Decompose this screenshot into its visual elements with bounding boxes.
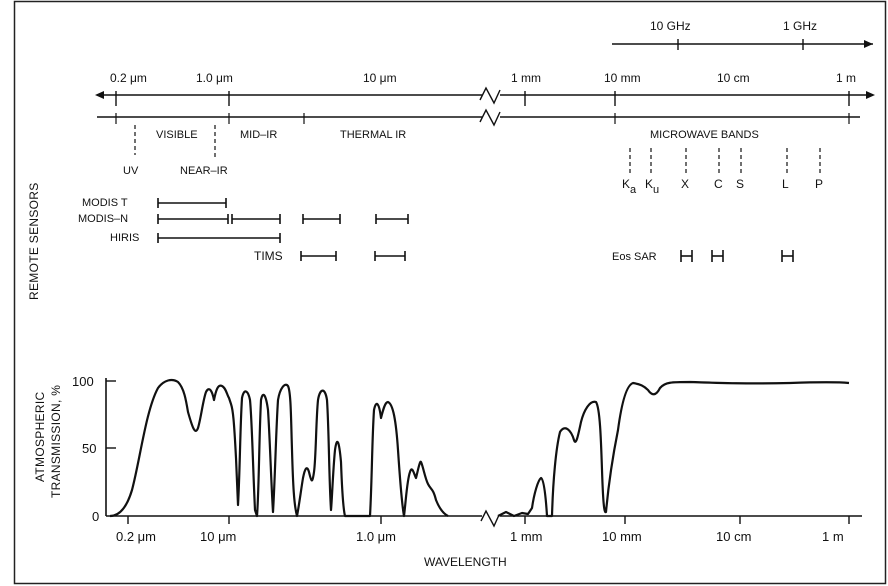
region-near-ir: NEAR–IR [180,165,228,177]
band-c: C [714,177,723,191]
spectral-regions: VISIBLE MID–IR THERMAL IR MICROWAVE BAND… [123,125,759,177]
ytick-50: 50 [82,441,96,456]
top-tick-label-1-0um: 1.0 μm [196,71,233,85]
top-tick-label-10mm: 10 mm [604,71,641,85]
top-tick-label-1m: 1 m [836,71,856,85]
freq-label-1ghz: 1 GHz [783,19,817,33]
band-s: S [736,177,744,191]
ytick-100: 100 [72,374,94,389]
xtick-1mm: 1 mm [510,529,543,544]
sensor-bands-modis-n [157,214,409,224]
region-mid-ir: MID–IR [240,129,277,141]
transmission-xlabel: WAVELENGTH [424,555,507,569]
sensor-label-eos-sar: Eos SAR [612,251,657,263]
band-x: X [681,177,689,191]
band-p: P [815,177,823,191]
xtick-10cm: 10 cm [716,529,751,544]
sensor-bands-hiris [157,233,281,243]
band-ka: Ka [622,177,637,196]
remote-sensors: REMOTE SENSORS MODIS T MODIS–N HIRIS [27,182,794,300]
xtick-1-0um: 1.0 μm [356,529,396,544]
top-tick-label-1mm: 1 mm [511,71,541,85]
region-thermal-ir: THERMAL IR [340,129,406,141]
remote-sensors-title: REMOTE SENSORS [27,182,41,300]
top-tick-label-10cm: 10 cm [717,71,750,85]
sensor-label-modis-t: MODIS T [82,197,128,209]
sensor-bands-eos-sar [680,250,794,262]
sensor-bands-tims [300,251,406,261]
figure-border [13,0,887,585]
top-tick-label-0-2um: 0.2 μm [110,71,147,85]
sensor-label-hiris: HIRIS [110,232,139,244]
transmission-ylabel-line2: TRANSMISSION, % [49,385,63,498]
transmission-chart: ATMOSPHERIC TRANSMISSION, % 100 50 0 0.2… [33,374,862,569]
region-uv: UV [123,165,139,177]
microwave-band-markers: Ka Ku X C S L P [622,148,823,196]
transmission-ylabel-line1: ATMOSPHERIC [33,392,47,482]
freq-label-10ghz: 10 GHz [650,19,691,33]
frequency-scale: 10 GHz 1 GHz [612,19,873,50]
wavelength-scale-top: 0.2 μm 1.0 μm 10 μm 1 mm 10 mm 10 cm 1 m [95,71,875,127]
region-visible: VISIBLE [156,129,198,141]
xtick-1m: 1 m [822,529,844,544]
band-ku: Ku [645,177,659,196]
sensor-label-modis-n: MODIS–N [78,213,128,225]
top-tick-label-10um: 10 μm [363,71,397,85]
region-microwave-bands: MICROWAVE BANDS [650,129,759,141]
transmission-curve-optical [109,378,449,518]
sensor-label-tims: TIMS [254,249,283,263]
xtick-10mm: 10 mm [602,529,642,544]
sensor-bands-modis-t [157,198,227,208]
xtick-0-2um: 0.2 μm [116,529,156,544]
xtick-10um: 10 μm [200,529,236,544]
transmission-curve-microwave [497,380,850,518]
band-l: L [782,177,789,191]
ytick-0: 0 [92,509,99,524]
